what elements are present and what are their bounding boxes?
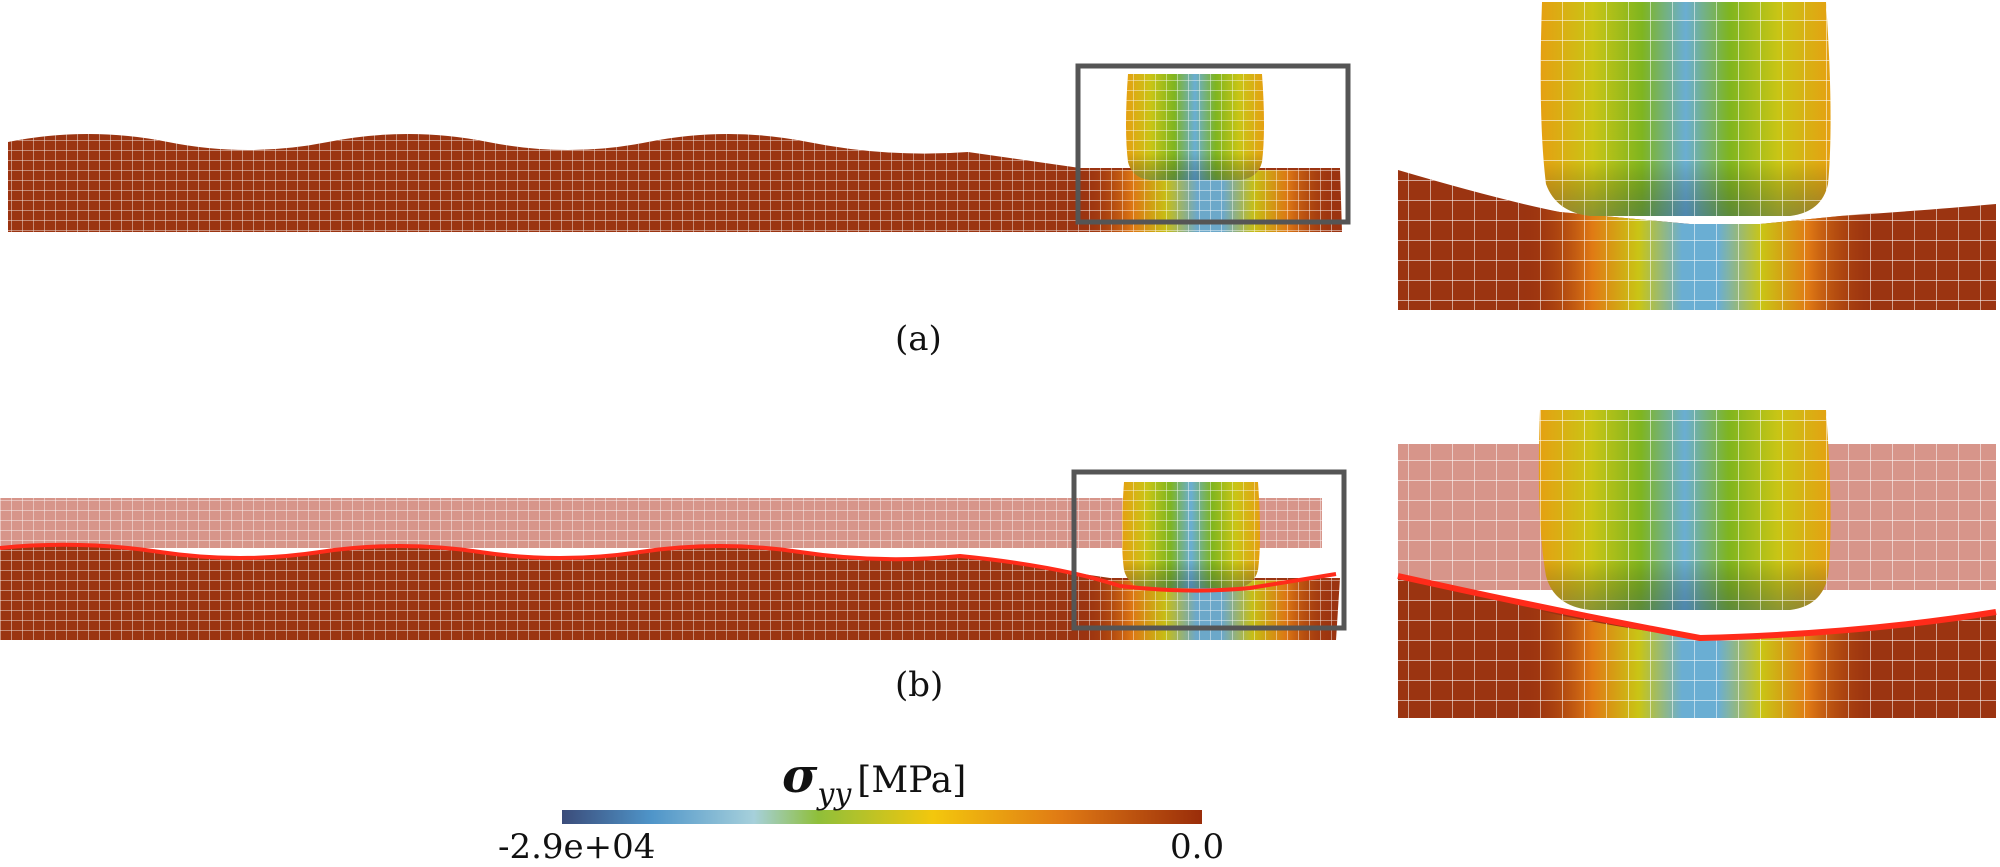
panel-a-substrate-mesh bbox=[8, 134, 1342, 232]
panel-b-zoom-box bbox=[1071, 469, 1347, 631]
caption-a: (a) bbox=[895, 319, 942, 359]
panel-a-indenter-mesh bbox=[1126, 74, 1264, 180]
panel-b-substrate-mesh bbox=[0, 544, 1340, 640]
panel-b-zoom bbox=[1397, 410, 1997, 718]
panel-a-zoom-indenter-mesh bbox=[1540, 2, 1831, 216]
panel-b-ghost-mesh bbox=[0, 498, 1322, 548]
panel-a-main bbox=[8, 63, 1351, 232]
caption-b: (b) bbox=[895, 665, 944, 705]
panel-a-zoom-substrate-mesh bbox=[1398, 170, 1996, 310]
panel-b-zoom-indenter-mesh bbox=[1538, 410, 1831, 610]
colorbar-unit: [MPa] bbox=[857, 760, 967, 801]
panel-a-zoom-box bbox=[1075, 63, 1351, 225]
colorbar-gradient bbox=[562, 810, 1202, 824]
panel-b-main bbox=[0, 469, 1347, 640]
colorbar-symbol: σ bbox=[782, 748, 818, 804]
panel-b-zoom-interface-curve bbox=[1397, 573, 1997, 642]
colorbar-subscript: yy bbox=[817, 777, 852, 812]
panel-a-zoom bbox=[1398, 2, 1996, 310]
colorbar-title: σyy [MPa] bbox=[782, 748, 966, 812]
panel-b-interface-curve bbox=[0, 542, 1337, 593]
panel-b-zoom-substrate-mesh bbox=[1398, 578, 1996, 718]
panel-b-indenter-mesh bbox=[1122, 482, 1260, 588]
colorbar-min-label: -2.9e+04 bbox=[498, 827, 656, 867]
colorbar-max-label: 0.0 bbox=[1170, 827, 1225, 867]
